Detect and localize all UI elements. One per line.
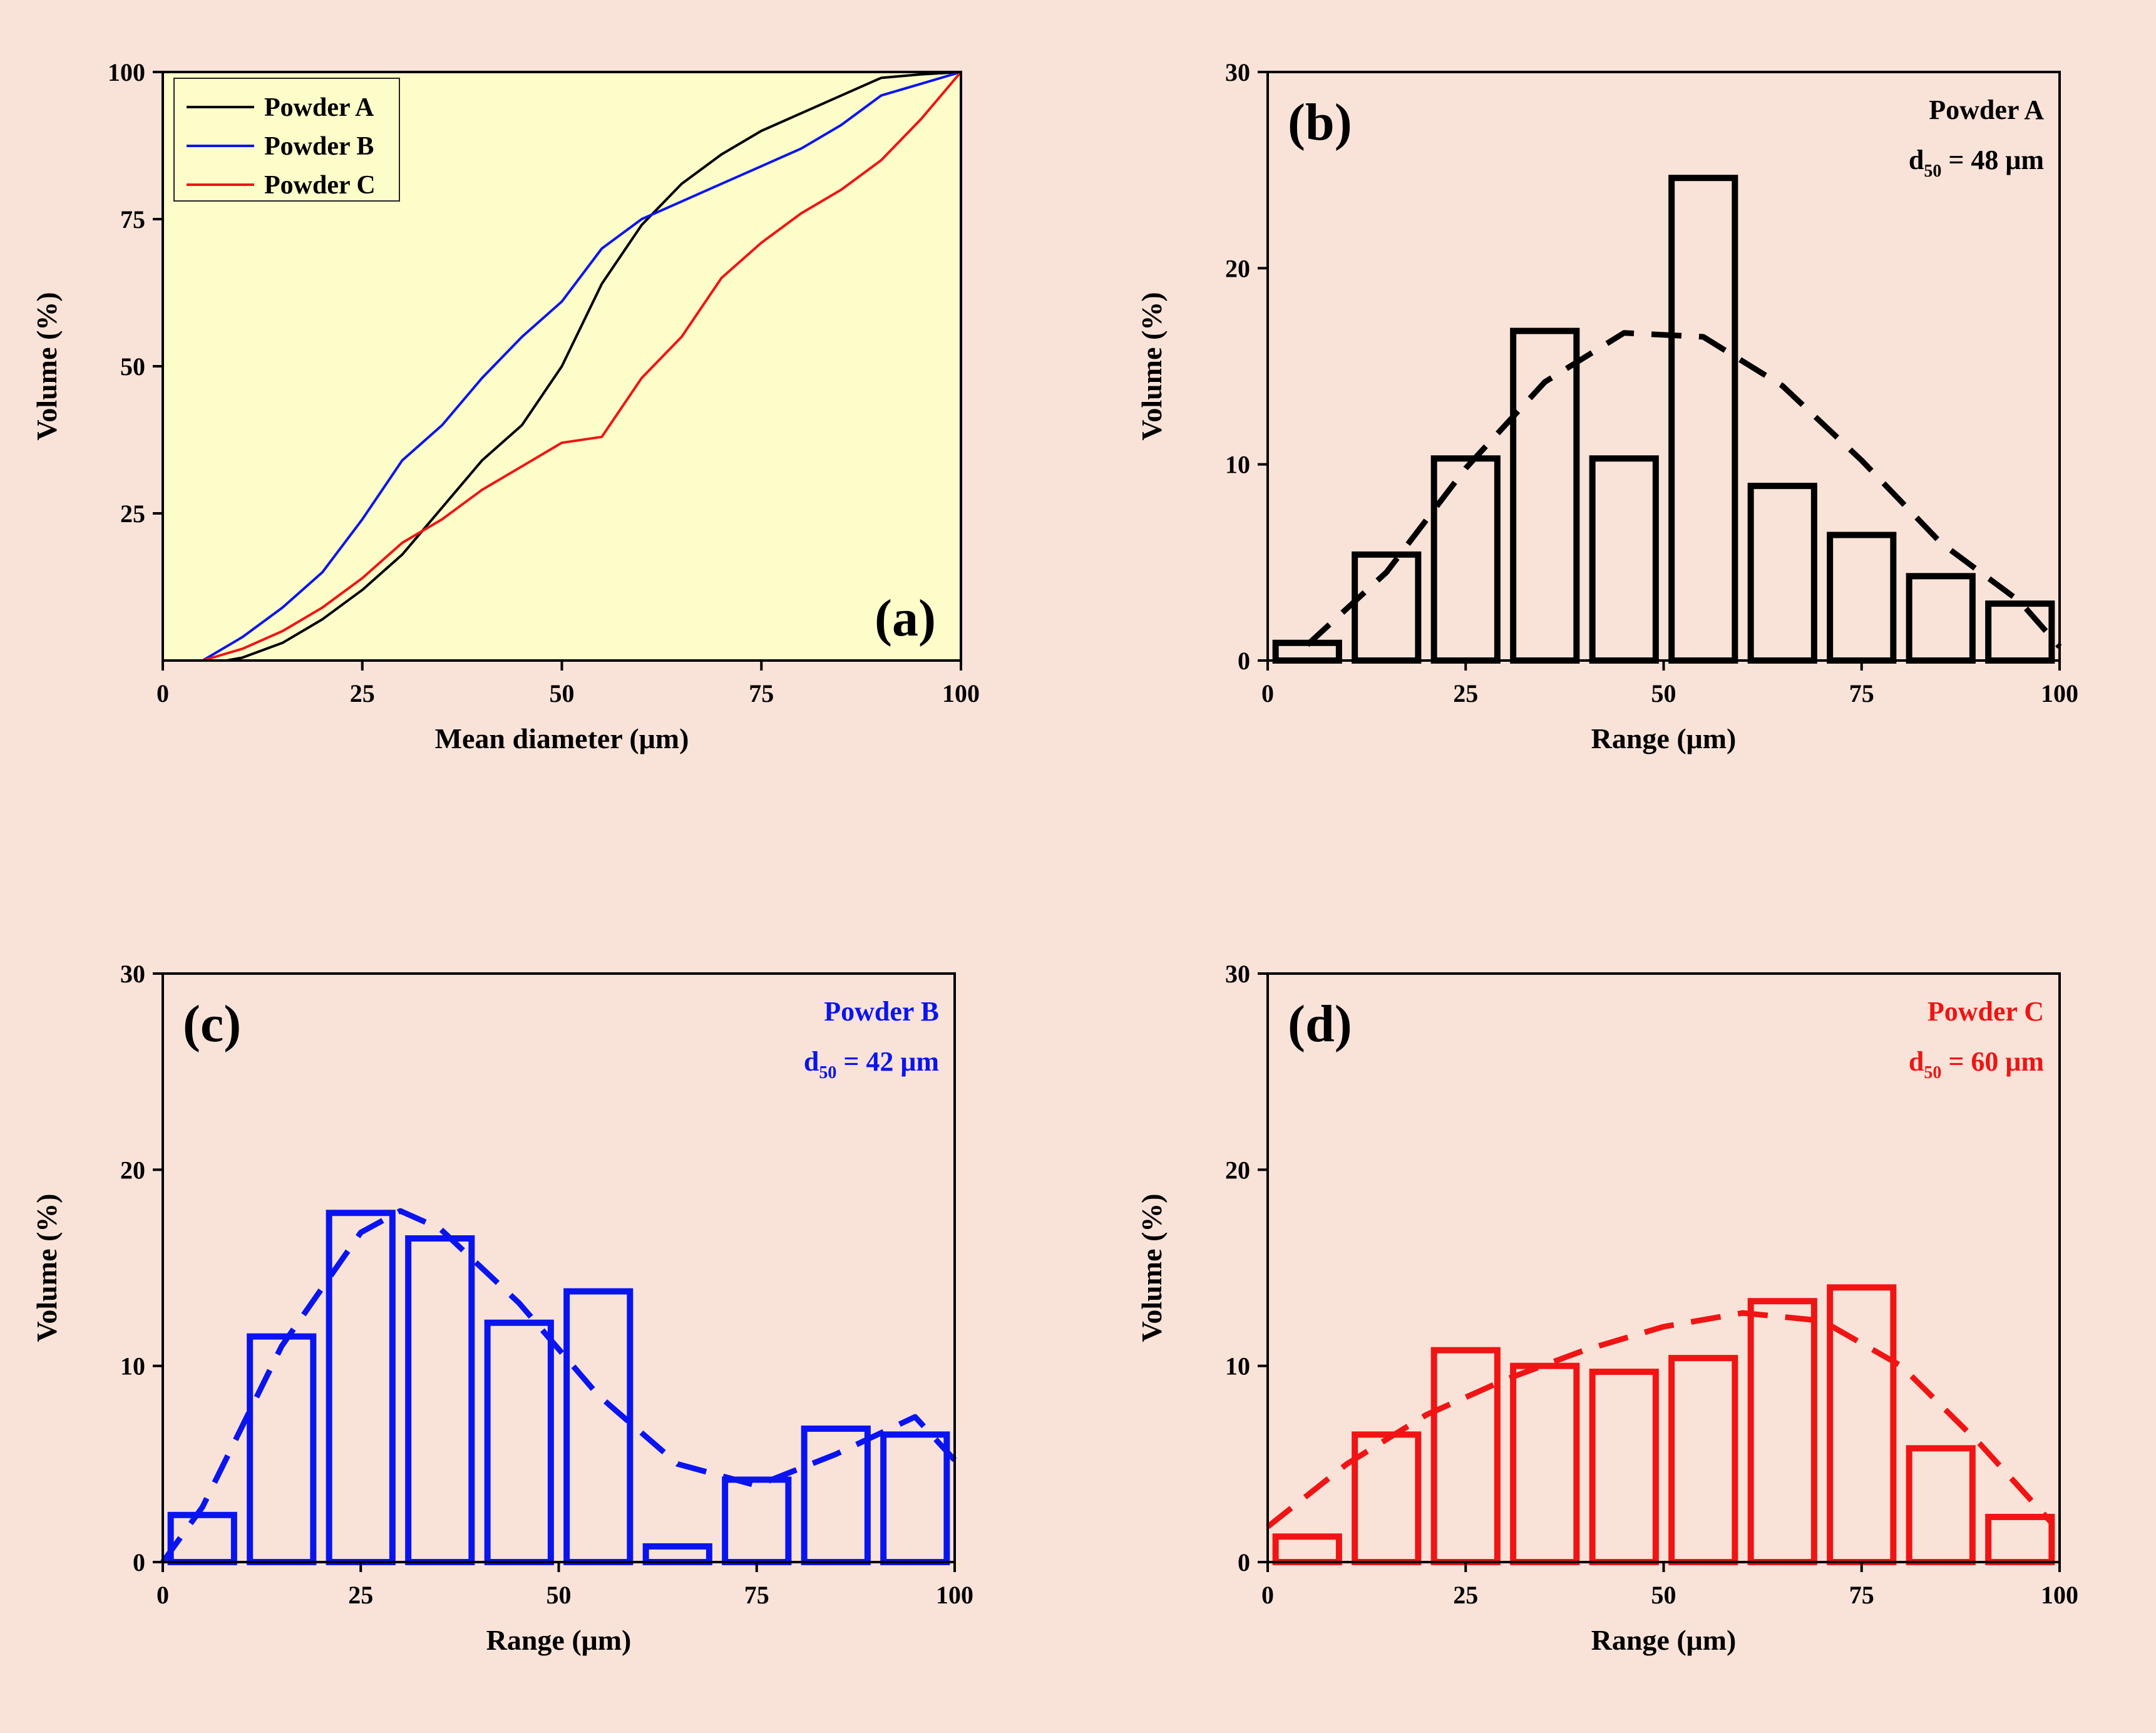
x-tick-label: 50 — [1651, 1581, 1676, 1609]
series-line-powder-c — [202, 71, 962, 662]
panel-c-x-axis-label: Range (μm) — [486, 1624, 632, 1656]
x-tick-label: 25 — [1453, 679, 1478, 707]
panel-b-y-axis-label: Volume (%) — [1136, 292, 1168, 440]
y-tick-label: 0 — [1238, 1548, 1250, 1576]
x-tick-label: 0 — [157, 1581, 169, 1609]
x-tick-label: 50 — [1651, 679, 1676, 707]
y-tick-label: 10 — [1225, 1352, 1250, 1381]
d50-d: d — [1909, 1046, 1924, 1077]
panel-a-label: (a) — [875, 589, 936, 647]
panel-c-y-axis-label: Volume (%) — [31, 1193, 63, 1342]
y-tick-label: 50 — [120, 352, 145, 381]
panel-a-cumulative-chart: 0 25 50 75 100 25 50 75 100 Mean diameter (μm) V… — [31, 58, 980, 754]
d50-subscript: 50 — [1924, 1063, 1941, 1082]
fit-curve — [1305, 330, 2062, 649]
x-tick-label: 50 — [547, 1581, 572, 1609]
panel-d-d50-annotation: d50 = 60 μm — [1909, 1046, 2044, 1082]
panel-a-axes: 0 25 50 75 100 25 50 75 100 — [108, 58, 980, 707]
y-tick-label: 30 — [120, 960, 145, 988]
d50-d: d — [1909, 145, 1924, 175]
x-tick-label: 50 — [550, 679, 575, 707]
panel-d-powder-name: Powder C — [1928, 996, 2044, 1027]
panel-c-powder-name: Powder B — [824, 996, 939, 1027]
y-tick-label: 30 — [1225, 960, 1250, 988]
panel-a-y-axis-label: Volume (%) — [31, 292, 63, 440]
y-tick-label: 0 — [133, 1548, 145, 1576]
x-tick-label: 75 — [1849, 679, 1874, 707]
d50-value: = 60 μm — [1941, 1046, 2044, 1077]
panel-b-axes: 0 25 50 75 100 0 10 20 30 — [1225, 58, 2078, 707]
x-tick-label: 25 — [348, 1581, 373, 1609]
panel-c-axes: 0 25 50 75 100 0 10 20 30 — [120, 960, 973, 1609]
legend-label-powder-c: Powder C — [264, 171, 376, 200]
x-tick-label: 100 — [2041, 1581, 2078, 1609]
y-tick-label: 30 — [1225, 58, 1250, 86]
panel-c-d50-annotation: d50 = 42 μm — [804, 1046, 939, 1082]
x-tick-label: 25 — [1453, 1581, 1478, 1609]
panel-c-bars — [160, 1208, 957, 1566]
panel-c-label: (c) — [183, 995, 241, 1053]
d50-value: = 48 μm — [1941, 145, 2044, 175]
series-line-powder-b — [202, 71, 962, 662]
panel-d-y-axis-label: Volume (%) — [1136, 1193, 1168, 1342]
panel-b-d50-annotation: d50 = 48 μm — [1909, 145, 2044, 181]
y-tick-label: 10 — [120, 1352, 145, 1381]
legend-box — [173, 78, 400, 202]
y-tick-label: 20 — [120, 1156, 145, 1184]
panel-b-x-axis-label: Range (μm) — [1591, 723, 1737, 754]
d50-value: = 42 μm — [836, 1046, 939, 1077]
x-tick-label: 75 — [1849, 1581, 1874, 1609]
x-tick-label: 25 — [350, 679, 375, 707]
x-tick-label: 75 — [749, 679, 774, 707]
legend-label-powder-b: Powder B — [264, 132, 374, 161]
fit-curve — [1266, 1310, 2054, 1530]
d50-subscript: 50 — [1924, 162, 1941, 181]
x-tick-label: 0 — [157, 679, 169, 707]
y-tick-label: 10 — [1225, 451, 1250, 479]
x-tick-label: 0 — [1261, 679, 1274, 707]
panel-a-x-axis-label: Mean diameter (μm) — [435, 723, 689, 754]
panel-d-x-axis-label: Range (μm) — [1591, 1624, 1737, 1656]
fit-curve — [160, 1208, 957, 1564]
d50-subscript: 50 — [819, 1063, 836, 1082]
x-tick-label: 100 — [942, 679, 980, 707]
x-tick-label: 100 — [936, 1581, 973, 1609]
y-tick-label: 20 — [1225, 254, 1250, 282]
panel-d-axes: 0 25 50 75 100 0 10 20 30 — [1225, 960, 2078, 1609]
y-tick-label: 25 — [120, 500, 145, 528]
series-line-powder-a — [226, 71, 962, 662]
panel-d-label: (d) — [1288, 995, 1352, 1053]
panel-b-label: (b) — [1288, 93, 1352, 152]
y-tick-label: 100 — [108, 58, 145, 86]
x-tick-label: 75 — [744, 1581, 769, 1609]
d50-d: d — [804, 1046, 819, 1077]
legend-label-powder-a: Powder A — [264, 93, 374, 122]
y-tick-label: 20 — [1225, 1156, 1250, 1184]
panel-a-legend: Powder A Powder B Powder C — [173, 78, 400, 202]
y-tick-label: 75 — [120, 205, 145, 234]
x-tick-label: 0 — [1261, 1581, 1274, 1609]
y-tick-label: 0 — [1238, 647, 1250, 675]
x-tick-label: 100 — [2041, 679, 2078, 707]
panel-b-powder-name: Powder A — [1929, 95, 2044, 125]
panel-a-series-lines — [202, 71, 962, 662]
